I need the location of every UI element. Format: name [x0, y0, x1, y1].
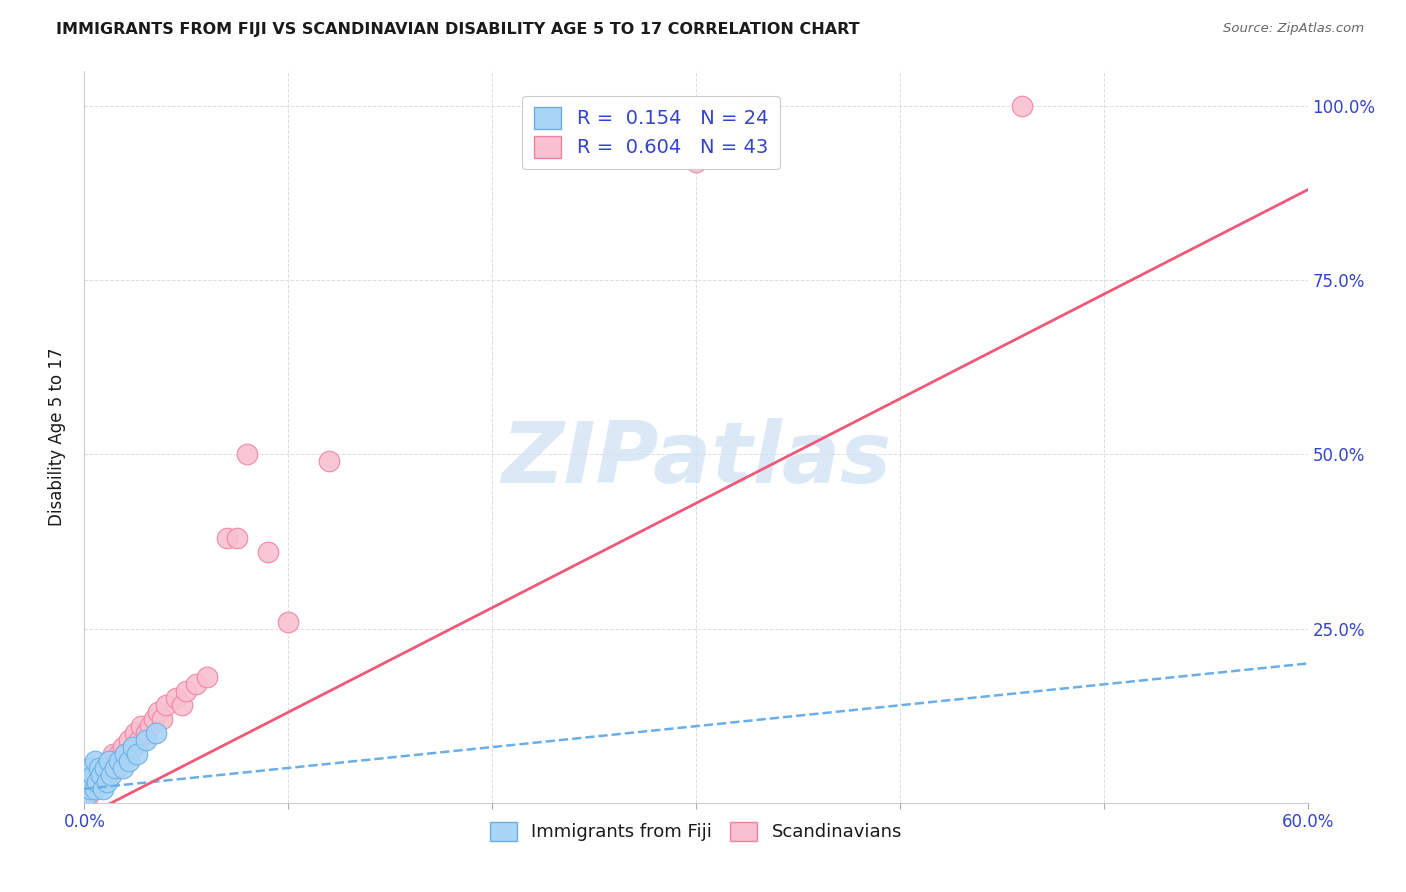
Point — [112, 740, 135, 755]
Point — [86, 775, 108, 789]
Point — [135, 733, 157, 747]
Point — [195, 670, 218, 684]
Point — [318, 454, 340, 468]
Point — [118, 733, 141, 747]
Point — [101, 747, 124, 761]
Point — [236, 448, 259, 462]
Point — [110, 754, 132, 768]
Point — [122, 740, 145, 755]
Text: ZIPatlas: ZIPatlas — [501, 417, 891, 500]
Point — [118, 754, 141, 768]
Point — [79, 781, 101, 796]
Text: IMMIGRANTS FROM FIJI VS SCANDINAVIAN DISABILITY AGE 5 TO 17 CORRELATION CHART: IMMIGRANTS FROM FIJI VS SCANDINAVIAN DIS… — [56, 22, 860, 37]
Point — [97, 754, 120, 768]
Point — [104, 754, 127, 768]
Legend: Immigrants from Fiji, Scandinavians: Immigrants from Fiji, Scandinavians — [482, 814, 910, 848]
Point — [150, 712, 173, 726]
Point — [142, 712, 165, 726]
Point — [108, 747, 131, 761]
Point — [112, 761, 135, 775]
Point — [93, 761, 115, 775]
Point — [685, 155, 707, 169]
Point — [83, 768, 105, 782]
Point — [104, 761, 127, 775]
Point — [93, 761, 115, 775]
Point — [108, 754, 131, 768]
Point — [114, 747, 136, 761]
Point — [124, 726, 146, 740]
Point — [87, 761, 110, 775]
Point — [83, 781, 105, 796]
Point — [83, 754, 105, 768]
Point — [87, 761, 110, 775]
Point — [186, 677, 208, 691]
Y-axis label: Disability Age 5 to 17: Disability Age 5 to 17 — [48, 348, 66, 526]
Point — [155, 698, 177, 713]
Point — [146, 705, 169, 719]
Point — [122, 740, 145, 755]
Point — [138, 719, 160, 733]
Point — [79, 775, 101, 789]
Point — [1011, 99, 1033, 113]
Point — [96, 768, 118, 782]
Point — [100, 768, 122, 782]
Point — [97, 754, 120, 768]
Point — [226, 531, 249, 545]
Point — [105, 761, 128, 775]
Point — [165, 691, 187, 706]
Point — [75, 789, 97, 803]
Point — [79, 761, 101, 775]
Point — [77, 775, 100, 789]
Point — [77, 789, 100, 803]
Point — [82, 781, 104, 796]
Point — [257, 545, 280, 559]
Point — [82, 768, 104, 782]
Point — [90, 768, 112, 782]
Point — [100, 761, 122, 775]
Point — [96, 775, 118, 789]
Point — [131, 719, 153, 733]
Point — [174, 684, 197, 698]
Point — [91, 781, 114, 796]
Point — [217, 531, 239, 545]
Text: Source: ZipAtlas.com: Source: ZipAtlas.com — [1223, 22, 1364, 36]
Point — [91, 775, 114, 789]
Point — [128, 733, 150, 747]
Point — [277, 615, 299, 629]
Point — [127, 747, 149, 761]
Point — [86, 775, 108, 789]
Point — [114, 747, 136, 761]
Point — [145, 726, 167, 740]
Point — [172, 698, 194, 713]
Point — [90, 768, 112, 782]
Point — [135, 726, 157, 740]
